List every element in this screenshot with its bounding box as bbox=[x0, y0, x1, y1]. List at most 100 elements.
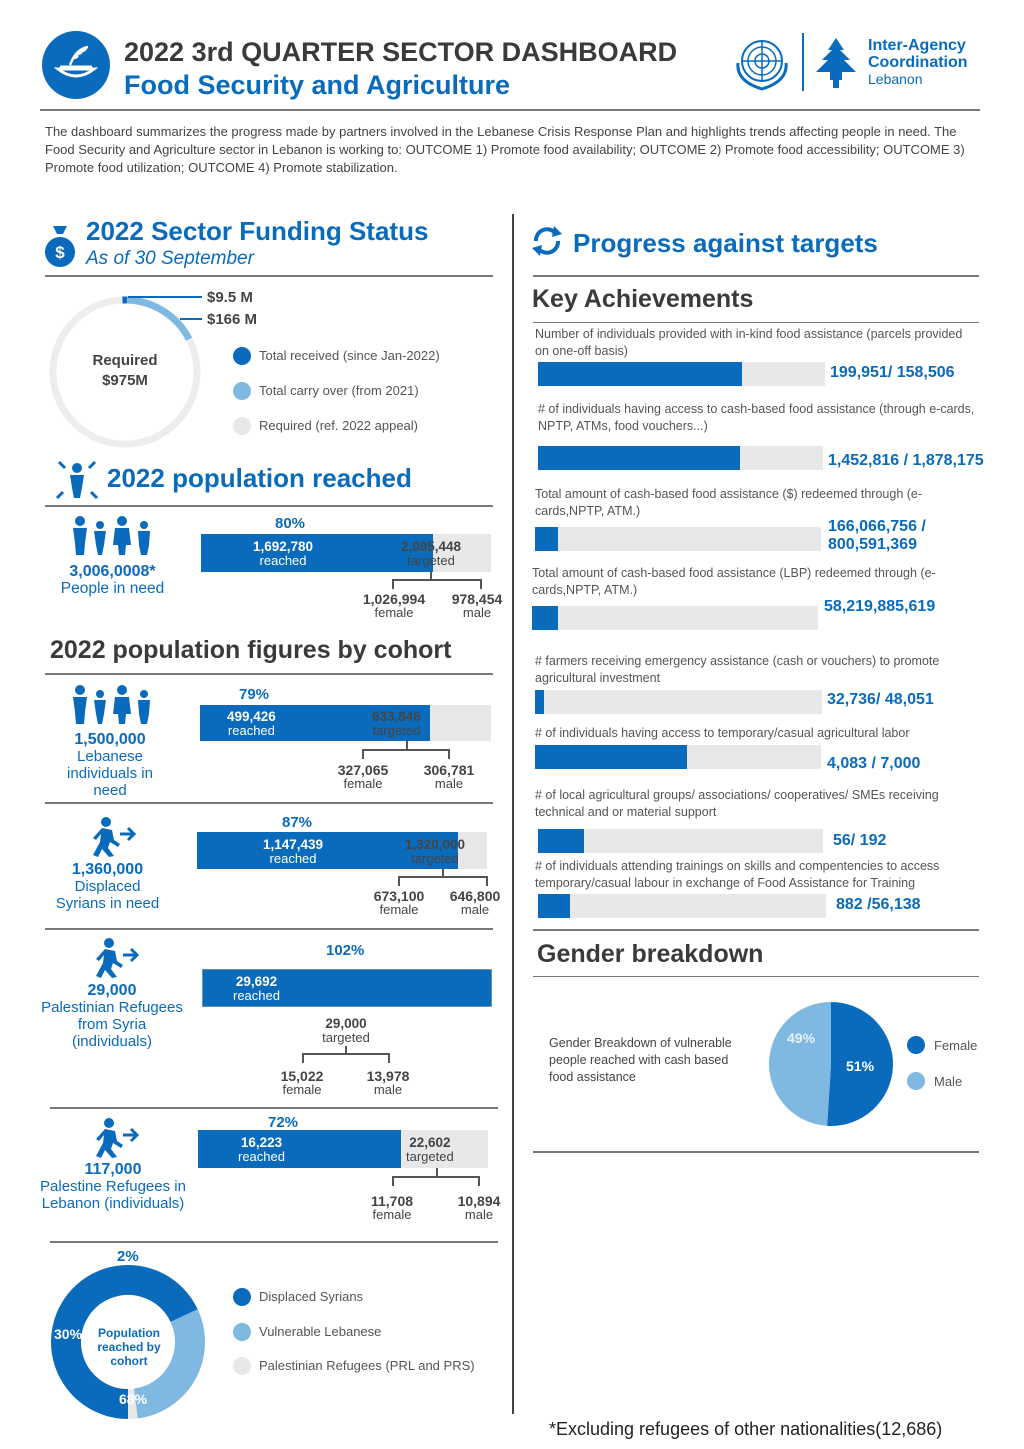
ka-item-5-desc: # farmers receiving emergency assistance… bbox=[535, 654, 940, 685]
legend-received-label: Total received (since Jan-2022) bbox=[259, 348, 440, 363]
gender-title-divider bbox=[533, 976, 979, 977]
cohort-syrians-percent: 87% bbox=[282, 814, 313, 831]
person-reached-icon bbox=[55, 458, 99, 505]
cohort-lebanese-female: 327,065 female bbox=[326, 762, 400, 790]
cohort-prs-bracket bbox=[302, 1053, 390, 1063]
population-reached: 1,692,780 reached bbox=[253, 540, 313, 568]
ka-item-3-bar bbox=[535, 527, 821, 551]
cohort-lebanese-targeted: 633,846 targeted bbox=[372, 710, 421, 738]
funding-center-line2: $975M bbox=[102, 372, 148, 389]
intro-text: The dashboard summarizes the progress ma… bbox=[45, 124, 965, 175]
cohort-prs-targeted-label: targeted bbox=[322, 1030, 370, 1045]
cohort-syrians-desc: Displaced Syrians in need bbox=[55, 878, 160, 912]
cohort-separator bbox=[45, 928, 493, 930]
ka-item-4-value: 58,219,885,619 bbox=[824, 598, 936, 615]
population-reached-label: reached bbox=[259, 553, 307, 568]
cohort-prs-percent: 102% bbox=[326, 942, 365, 959]
legend-syrians-dot bbox=[233, 1288, 251, 1306]
legend-required-label: Required (ref. 2022 appeal) bbox=[259, 418, 418, 433]
ka-item-5-value: 32,736/ 48,051 bbox=[827, 691, 934, 708]
header-divider bbox=[40, 109, 980, 111]
cohort-prl-targeted-value: 22,602 bbox=[409, 1135, 451, 1150]
key-achievements-title: Key Achievements bbox=[532, 285, 754, 313]
cohort-prs-male: 13,978 male bbox=[354, 1068, 422, 1096]
cohort-syrians-female: 673,100 female bbox=[362, 889, 436, 916]
cohort-lebanese-desc: Lebanese individuals in need bbox=[67, 748, 153, 799]
family-icon bbox=[70, 684, 154, 731]
legend-male-label: Male bbox=[934, 1074, 963, 1089]
funding-title: 2022 Sector Funding Status bbox=[86, 216, 429, 246]
cohort-lebanese-bracket bbox=[362, 749, 450, 759]
cohort-prl-bar: 16,223 reached 22,602 targeted bbox=[198, 1130, 488, 1168]
population-female-value: 1,026,994 bbox=[362, 591, 426, 607]
population-divider bbox=[45, 505, 493, 507]
org-line-1: Inter-Agency bbox=[868, 37, 966, 54]
ka-item-3-desc: Total amount of cash-based food assistan… bbox=[535, 487, 923, 518]
cohort-prl-female-value: 11,708 bbox=[370, 1193, 414, 1209]
population-targeted-label: targeted bbox=[407, 553, 455, 568]
cohort-prs-reached-value: 29,692 bbox=[235, 974, 278, 989]
cohort-lebanese-female-value: 327,065 bbox=[337, 762, 389, 778]
cohort-lebanese-bar-fill bbox=[200, 705, 430, 741]
cohort-lebanese-bar: 499,426 reached 633,846 targeted bbox=[200, 705, 491, 741]
footnote: *Excluding refugees of other nationaliti… bbox=[549, 1419, 943, 1439]
cohort-syrians-reached-value: 1,147,439 bbox=[263, 837, 324, 852]
received-amount: $9.5 M bbox=[207, 289, 253, 306]
ka-item-5-fill bbox=[535, 690, 544, 714]
population-bracket-stem bbox=[430, 572, 432, 580]
ka-item-3-value: 166,066,756 / 800,591,369 bbox=[828, 518, 926, 553]
legend-female-dot bbox=[907, 1036, 925, 1054]
ka-item-2-desc: # of individuals having access to cash-b… bbox=[538, 402, 975, 433]
ka-item-3-fill bbox=[535, 527, 558, 551]
cohort-prl-female: 11,708 female bbox=[357, 1193, 427, 1221]
legend-carry-label: Total carry over (from 2021) bbox=[259, 383, 419, 398]
ka-item-5-bar bbox=[535, 690, 822, 714]
people-in-need-value: 3,006,0008* bbox=[69, 563, 156, 580]
cohort-prl-desc: Palestine Refugees in Lebanon (individua… bbox=[40, 1178, 186, 1212]
population-female: 1,026,994 female bbox=[356, 591, 432, 619]
cohort-donut bbox=[48, 1262, 208, 1427]
cohort-prs-male-value: 13,978 bbox=[366, 1068, 410, 1084]
cohort-syrians-label: 1,360,000 Displaced Syrians in need bbox=[35, 861, 180, 912]
cohort-prs-label: 29,000 Palestinian Refugees from Syria (… bbox=[32, 982, 192, 1050]
key-achievements-divider bbox=[533, 322, 979, 323]
ka-item-1-desc: Number of individuals provided with in-k… bbox=[535, 327, 963, 358]
svg-text:$: $ bbox=[55, 243, 65, 262]
cohort-donut-pct-palestinian: 2% bbox=[117, 1248, 139, 1265]
cohort-syrians-targeted-value: 1,320,000 bbox=[405, 837, 466, 852]
ka-item-7-value: 56/ 192 bbox=[833, 832, 887, 849]
column-divider bbox=[512, 214, 514, 1414]
cohort-syrians-bracket-stem bbox=[442, 869, 444, 877]
cohort-lebanese-reached-value: 499,426 bbox=[227, 709, 276, 724]
refresh-icon bbox=[528, 222, 566, 265]
legend-male-dot bbox=[907, 1072, 925, 1090]
cohort-syrians-bracket bbox=[398, 876, 488, 886]
cohort-separator bbox=[50, 1241, 498, 1243]
population-male-label: male bbox=[462, 605, 492, 620]
cohort-syrians-bar: 1,147,439 reached 1,320,000 targeted bbox=[197, 832, 487, 869]
cohort-prl-bracket bbox=[392, 1176, 480, 1186]
ka-item-1-value: 199,951/ 158,506 bbox=[830, 364, 955, 381]
gender-title: Gender breakdown bbox=[537, 940, 764, 968]
population-percent: 80% bbox=[275, 515, 306, 532]
cohort-prl-reached-label: reached bbox=[238, 1149, 285, 1164]
legend-carry-dot bbox=[233, 382, 251, 400]
org-line-3: Lebanon bbox=[868, 71, 923, 87]
cohort-prl-male-label: male bbox=[464, 1207, 494, 1222]
cohort-prs-reached: 29,692 reached bbox=[233, 975, 280, 1003]
cohort-divider bbox=[45, 673, 493, 675]
funding-divider bbox=[45, 275, 493, 277]
cohort-prs-targeted-value: 29,000 bbox=[325, 1016, 367, 1031]
carry-amount: $166 M bbox=[207, 311, 258, 328]
gender-desc: Gender Breakdown of vulnerable people re… bbox=[549, 1036, 732, 1084]
population-male-value: 978,454 bbox=[451, 591, 503, 607]
sector-logo bbox=[42, 31, 110, 99]
funding-center-line1: Required bbox=[92, 352, 158, 369]
cohort-lebanese-reached-label: reached bbox=[227, 723, 275, 738]
cohort-prl-label: 117,000 Palestine Refugees in Lebanon (i… bbox=[38, 1161, 188, 1212]
ka-item-7-desc: # of local agricultural groups/ associat… bbox=[535, 788, 939, 819]
cohort-donut-pct-syrians: 68% bbox=[119, 1391, 148, 1407]
money-bag-icon: $ bbox=[43, 222, 77, 273]
cohort-donut-pct-lebanese: 30% bbox=[54, 1326, 83, 1342]
legend-palestinian-label: Palestinian Refugees (PRL and PRS) bbox=[259, 1358, 475, 1373]
